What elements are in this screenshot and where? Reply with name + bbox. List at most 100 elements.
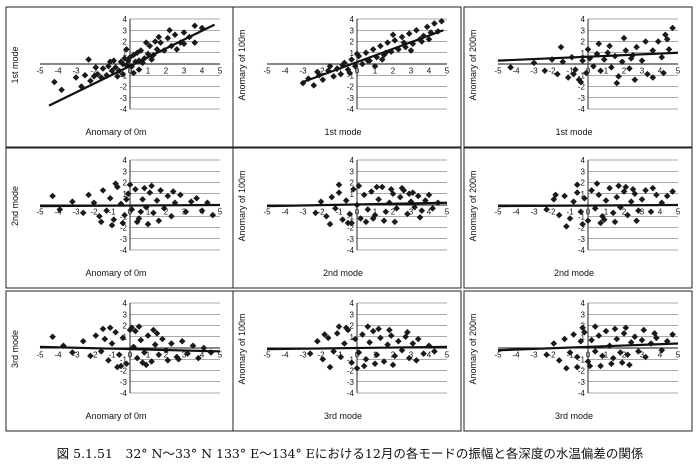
data-point [191,39,199,46]
data-point [414,192,422,200]
data-point [377,42,384,50]
x-tick-label: -5 [494,351,502,360]
data-point [611,325,619,333]
data-point [404,328,411,336]
data-point [330,348,337,355]
x-tick-label: 5 [445,67,450,76]
data-point [543,206,550,213]
data-point [326,220,334,228]
y-tick-label: 2 [123,38,128,47]
data-point [56,206,64,213]
data-point [642,38,649,45]
data-point [579,57,586,64]
x-tick-label: 1 [373,67,378,76]
x-tick-label: -5 [494,67,502,76]
data-point [355,52,363,60]
y-tick-label: 4 [581,156,586,165]
data-point [649,184,657,192]
data-point [121,211,128,219]
data-point [663,192,671,200]
data-point [552,191,559,199]
data-point [123,196,130,203]
data-point [530,59,538,67]
data-point [380,51,388,59]
data-point [144,220,152,228]
x-tick-label: 5 [676,208,681,217]
y-tick-label: -2 [578,224,586,233]
data-point [92,332,100,339]
data-point [633,43,640,51]
x-tick-label: -3 [299,67,307,76]
data-point [387,332,395,339]
data-point [600,56,608,63]
data-point [168,212,175,220]
data-point [588,336,595,344]
data-point [541,67,549,75]
y-tick-label: 1 [123,49,128,58]
y-tick-label: -3 [347,235,355,244]
trendline [39,345,221,353]
data-point [649,47,657,54]
data-point [559,58,567,66]
data-point [317,198,325,205]
data-point [593,180,601,187]
data-point [110,216,118,223]
x-tick-label: 5 [445,208,450,217]
data-point [364,206,372,213]
data-point [626,65,633,72]
y-tick-label: -4 [120,246,128,255]
data-point [85,191,92,199]
data-point [651,330,658,337]
y-tick-label: 4 [123,15,128,24]
y-tick-label: 1 [350,190,355,199]
data-point [591,323,599,330]
data-point [405,354,413,362]
x-tick-label: -3 [299,208,307,217]
data-point [362,49,370,57]
trendline [266,345,448,351]
data-point [395,337,402,345]
x-tick-label: -5 [36,208,44,217]
data-point [142,39,150,46]
y-tick-label: -3 [347,94,355,103]
y-axis-title: Anomary of 100m [237,29,247,100]
x-tick-label: -5 [494,208,502,217]
x-tick-label: 4 [200,67,205,76]
y-tick-label: 1 [581,190,586,199]
y-tick-label: -3 [578,94,586,103]
x-tick-label: -1 [108,351,116,360]
x-tick-label: -1 [335,67,343,76]
y-axis-title: Anomary of 100m [237,313,247,384]
data-point [123,46,130,53]
data-point [142,361,150,369]
data-point [355,349,363,356]
x-tick-label: 3 [640,208,645,217]
data-point [627,339,635,346]
trendline [497,203,679,208]
data-point [319,355,327,363]
data-point [375,196,382,203]
data-point [573,363,581,371]
x-tick-label: -2 [548,208,556,217]
data-point [328,193,336,201]
x-axis-title: Anomary of 0m [85,127,146,137]
y-tick-label: -1 [578,71,586,80]
y-tick-label: 4 [123,299,128,308]
data-point [413,26,420,34]
x-tick-label: 1 [146,351,151,360]
data-point [364,323,372,330]
data-point [393,205,400,212]
y-tick-label: 3 [581,167,586,176]
y-tick-label: -3 [120,235,128,244]
x-tick-label: -2 [90,208,98,217]
data-point [169,188,177,195]
x-tick-label: 5 [445,351,450,360]
x-tick-label: 0 [128,351,133,360]
data-point [121,55,128,62]
data-point [177,191,184,199]
data-point [609,209,617,217]
